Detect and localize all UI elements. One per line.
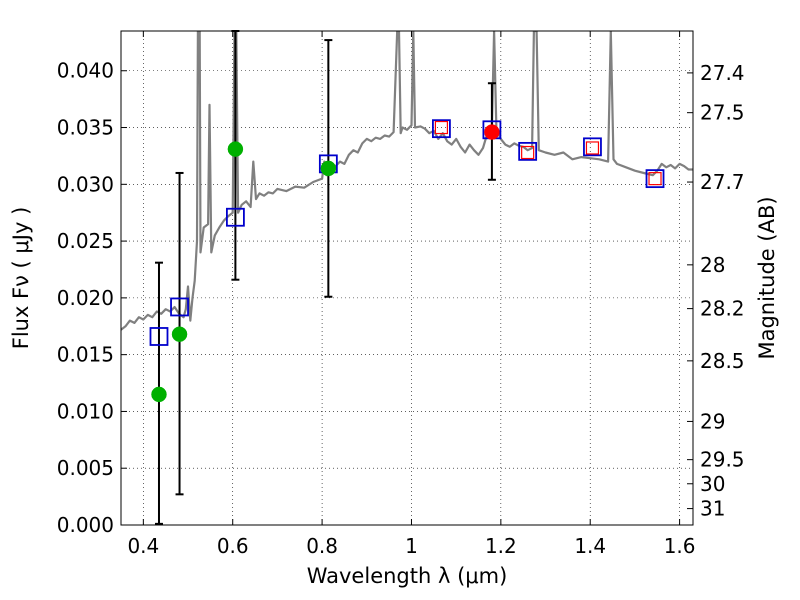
- y2-tick-label: 29: [700, 409, 725, 433]
- x-tick-label: 0.4: [127, 534, 159, 558]
- y2-tick-label: 27.4: [700, 61, 745, 85]
- y-tick-label: 0.040: [57, 59, 114, 83]
- y2-axis-label: Magnitude (AB): [755, 196, 779, 359]
- observed-optical-marker: [171, 326, 188, 342]
- model-photometry-marker: [645, 169, 665, 189]
- model-photometry-marker: [149, 327, 169, 346]
- plot-frame: [120, 30, 694, 526]
- y-tick-label: 0.025: [57, 229, 114, 253]
- model-photometry-marker: [225, 207, 245, 227]
- x-tick-label: 1.2: [485, 534, 517, 558]
- x-tick-label: 0.8: [306, 534, 338, 558]
- y-tick-label: 0.030: [57, 172, 114, 196]
- plot-area: [121, 30, 693, 525]
- model-photometry-marker: [432, 119, 451, 139]
- y2-tick-label: 28.2: [700, 297, 745, 321]
- x-tick-label: 1.4: [574, 534, 606, 558]
- x-axis-label: Wavelength λ (μm): [307, 564, 508, 588]
- model-photometry-marker: [583, 137, 602, 157]
- y-tick-label: 0.000: [57, 513, 114, 537]
- y2-tick-label: 28: [700, 253, 725, 277]
- observed-nir-marker: [585, 141, 600, 155]
- y-tick-label: 0.035: [57, 116, 114, 140]
- observed-nir-marker: [648, 172, 662, 186]
- spectrum-layer: [121, 31, 693, 331]
- x-tick-label: 1.6: [664, 534, 696, 558]
- observed-optical-marker: [227, 141, 244, 157]
- y-tick-label: 0.010: [57, 399, 114, 423]
- observed-nir-marker: [434, 120, 449, 135]
- y2-tick-label: 27.5: [700, 101, 745, 125]
- model-photometry-marker: [518, 141, 538, 161]
- y2-tick-label: 28.5: [700, 349, 745, 373]
- y2-tick-label: 29.5: [700, 448, 745, 472]
- y-tick-label: 0.005: [57, 456, 114, 480]
- spectrum-line: [121, 31, 693, 331]
- y-axis-label: Flux Fν ( μJy ): [9, 207, 33, 350]
- y2-tick-label: 30: [700, 472, 725, 496]
- y2-tick-label: 31: [700, 497, 725, 521]
- observed-optical-marker: [151, 386, 167, 403]
- y-tick-label: 0.015: [57, 343, 114, 367]
- x-tick-label: 0.6: [217, 534, 249, 558]
- observed-optical-marker: [320, 160, 337, 177]
- observed-nir-marker: [521, 145, 535, 160]
- axis-ticks: 0.4 0.6 0.8 1 1.2 1.4 1.6 0.000 0.005 0.010 0.015 0…: [57, 31, 745, 558]
- x-tick-label: 1: [405, 534, 418, 558]
- y2-tick-label: 27.7: [700, 170, 745, 194]
- observed-detected-marker: [484, 124, 500, 140]
- model-photometry-marker: [170, 297, 189, 317]
- marker-layer: [149, 119, 665, 403]
- y-tick-label: 0.020: [57, 286, 114, 310]
